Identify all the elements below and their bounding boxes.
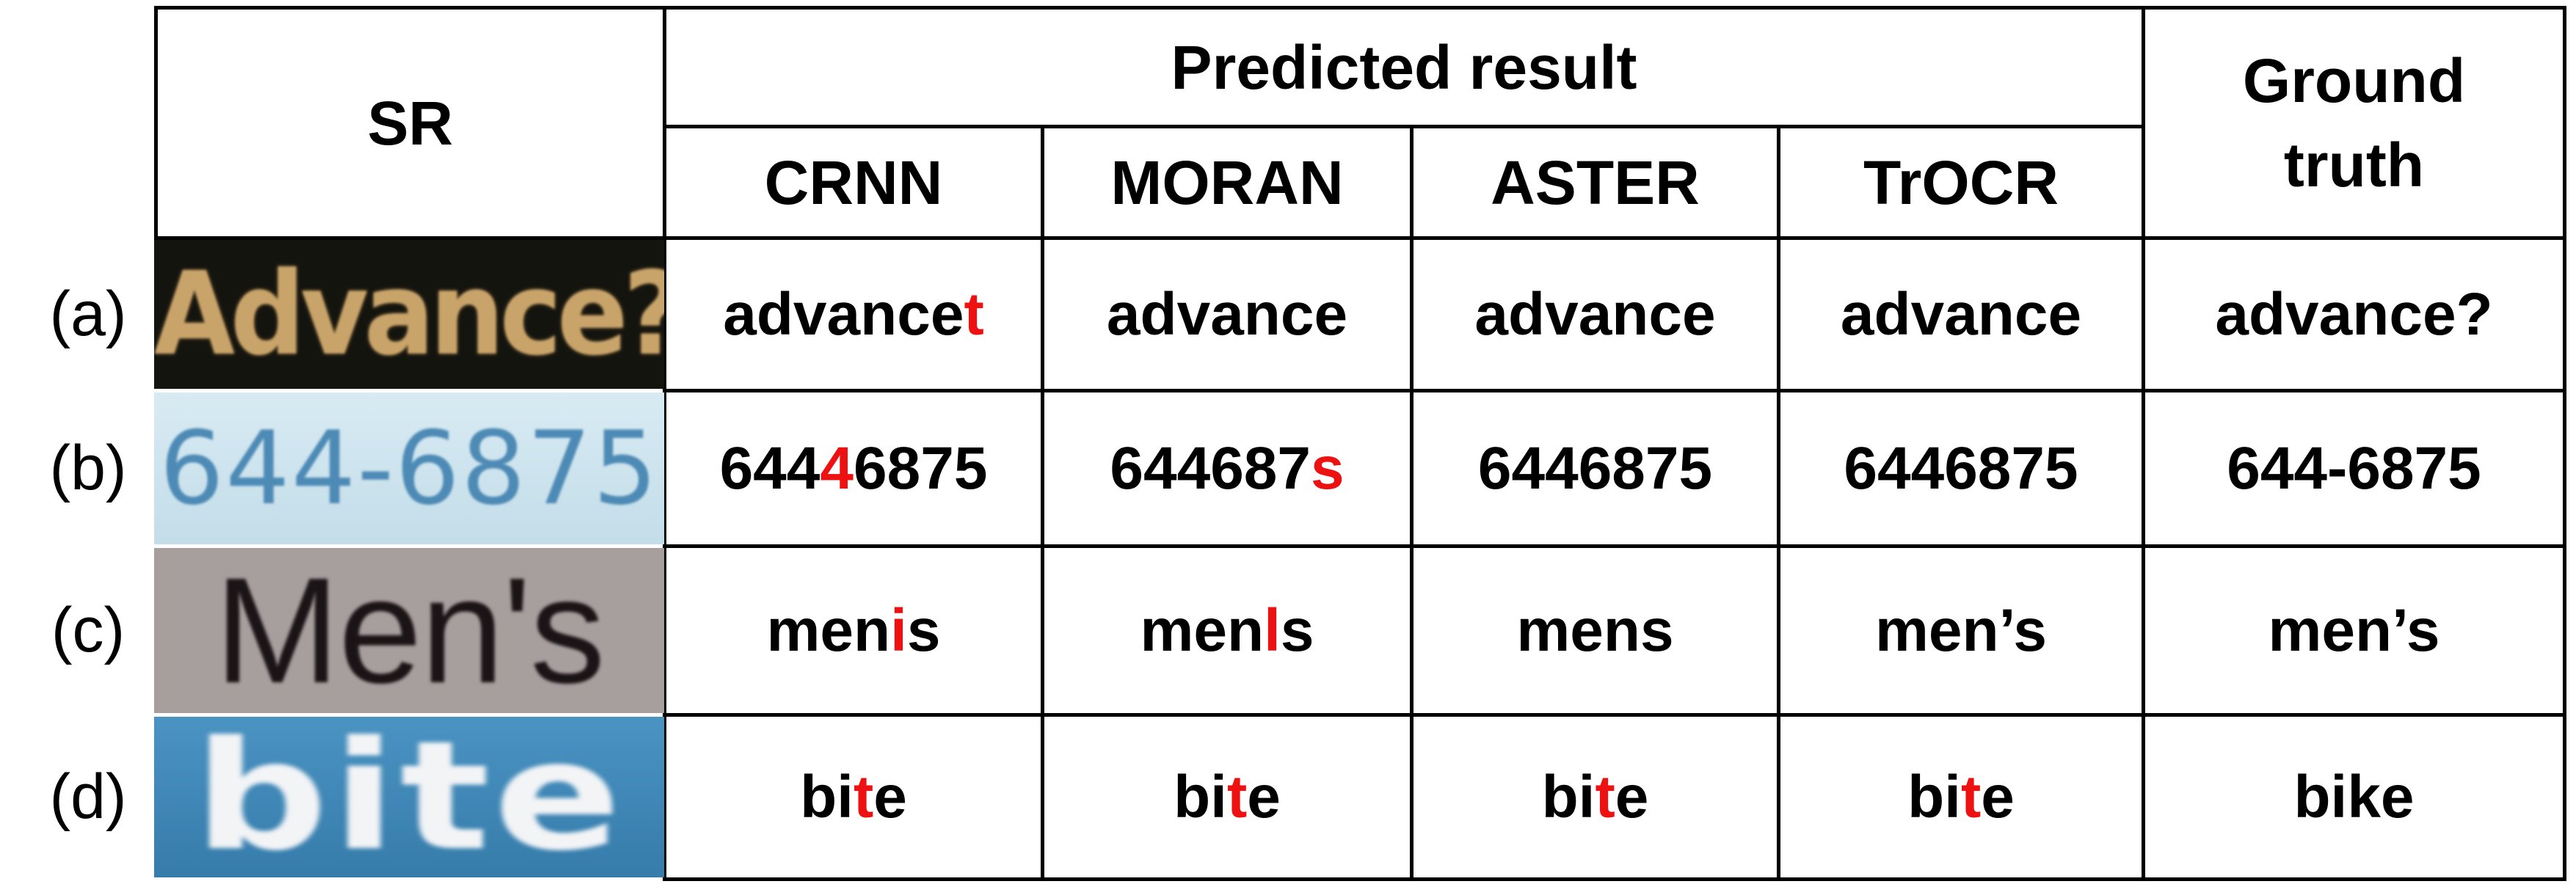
prediction-text: e xyxy=(1981,763,2015,830)
prediction-error: t xyxy=(1226,763,1248,830)
grid-line-crnn-right xyxy=(1041,125,1044,881)
cell-a-moran: advance xyxy=(1044,240,1410,389)
sr-image-b: 644-6875 xyxy=(154,392,664,544)
cell-c-trocr: men’s xyxy=(1780,548,2142,713)
prediction-text: 644 xyxy=(719,434,821,502)
grid-line-row-a xyxy=(664,389,2566,392)
sr-image-c: Men's xyxy=(154,548,664,713)
grid-line-header-mid xyxy=(664,125,2143,128)
cell-a-aster: advance xyxy=(1413,240,1777,389)
header-ground-truth-line2: truth xyxy=(2283,130,2425,200)
grid-line-aster-right xyxy=(1777,125,1780,881)
prediction-text: s xyxy=(906,596,941,664)
grid-line-trocr-right xyxy=(2142,6,2145,881)
row-label-a: (a) xyxy=(49,279,127,349)
cell-c-aster: mens xyxy=(1413,548,1777,713)
prediction-text: e xyxy=(873,763,907,830)
prediction-text: s xyxy=(1280,596,1314,664)
prediction-text: men’s xyxy=(1875,596,2047,664)
header-model-moran: MORAN xyxy=(1110,147,1344,217)
sr-image-d: bite xyxy=(154,717,664,877)
grid-line-left xyxy=(154,6,158,240)
grid-line-row-c xyxy=(664,713,2566,717)
prediction-text: bi xyxy=(800,763,854,830)
sr-image-c-text: Men's xyxy=(214,548,605,713)
prediction-error: t xyxy=(1960,763,1982,830)
prediction-text: e xyxy=(1247,763,1281,830)
cell-c-crnn: men i s xyxy=(666,548,1041,713)
prediction-error: l xyxy=(1264,596,1281,664)
row-label-b: (b) xyxy=(49,433,127,503)
header-ground-truth: Ground truth xyxy=(2145,10,2563,236)
sr-image-a-text: Advance? xyxy=(154,247,664,381)
cell-a-crnn: advance t xyxy=(666,240,1041,389)
sr-image-b-text: 644-6875 xyxy=(159,409,659,527)
sr-image-a: Advance? xyxy=(154,240,664,389)
prediction-error: i xyxy=(890,596,907,664)
header-ground-truth-line1: Ground xyxy=(2242,45,2466,115)
prediction-text: advance xyxy=(1106,280,1348,348)
cell-d-crnn: bi t e xyxy=(666,717,1041,877)
grid-line-right xyxy=(2563,6,2566,881)
row-label-d: (d) xyxy=(49,761,127,832)
row-label-c: (c) xyxy=(51,595,125,665)
prediction-text: 644687 xyxy=(1110,434,1311,502)
prediction-text: 6446875 xyxy=(1844,434,2078,502)
prediction-text: bi xyxy=(1907,763,1961,830)
grid-line-row-b xyxy=(664,544,2566,548)
prediction-text: 6446875 xyxy=(1477,434,1713,502)
cell-b-aster: 6446875 xyxy=(1413,392,1777,544)
sr-image-d-text: bite xyxy=(193,717,625,877)
cell-b-ground-truth: 644-6875 xyxy=(2227,434,2481,502)
prediction-text: bi xyxy=(1541,763,1596,830)
header-sr: SR xyxy=(367,88,454,158)
prediction-error: t xyxy=(964,280,984,348)
cell-d-ground-truth: bike xyxy=(2293,763,2415,830)
header-predicted-result: Predicted result xyxy=(1171,32,1637,102)
prediction-error: 4 xyxy=(820,434,854,502)
cell-a-ground-truth: advance? xyxy=(2215,280,2493,348)
grid-line-top xyxy=(154,6,2566,10)
prediction-error: t xyxy=(1595,763,1615,830)
cell-b-moran: 644687 s xyxy=(1044,392,1410,544)
prediction-error: t xyxy=(853,763,874,830)
prediction-text: advance xyxy=(723,280,964,348)
prediction-text: 6875 xyxy=(854,434,988,502)
prediction-error: s xyxy=(1311,434,1345,502)
header-model-crnn: CRNN xyxy=(764,147,943,217)
grid-line-moran-right xyxy=(1410,125,1413,881)
prediction-text: e xyxy=(1615,763,1649,830)
grid-line-sr-right xyxy=(663,6,666,881)
cell-d-aster: bi t e xyxy=(1413,717,1777,877)
prediction-text: advance xyxy=(1474,280,1716,348)
cell-a-trocr: advance xyxy=(1780,240,2142,389)
cell-b-crnn: 644 4 6875 xyxy=(666,392,1041,544)
cell-c-moran: men l s xyxy=(1044,548,1410,713)
prediction-text: mens xyxy=(1516,596,1674,664)
prediction-text: bi xyxy=(1174,763,1227,830)
prediction-text: men xyxy=(1140,596,1265,664)
grid-line-bottom xyxy=(664,877,2566,881)
header-model-trocr: TrOCR xyxy=(1863,147,2059,217)
cell-d-moran: bi t e xyxy=(1044,717,1410,877)
grid-line-header-bottom xyxy=(154,236,2566,240)
cell-b-trocr: 6446875 xyxy=(1780,392,2142,544)
prediction-text: men xyxy=(766,596,891,664)
cell-c-ground-truth: men’s xyxy=(2268,596,2440,664)
header-model-aster: ASTER xyxy=(1491,147,1700,217)
cell-d-trocr: bi t e xyxy=(1780,717,2142,877)
prediction-text: advance xyxy=(1840,280,2082,348)
